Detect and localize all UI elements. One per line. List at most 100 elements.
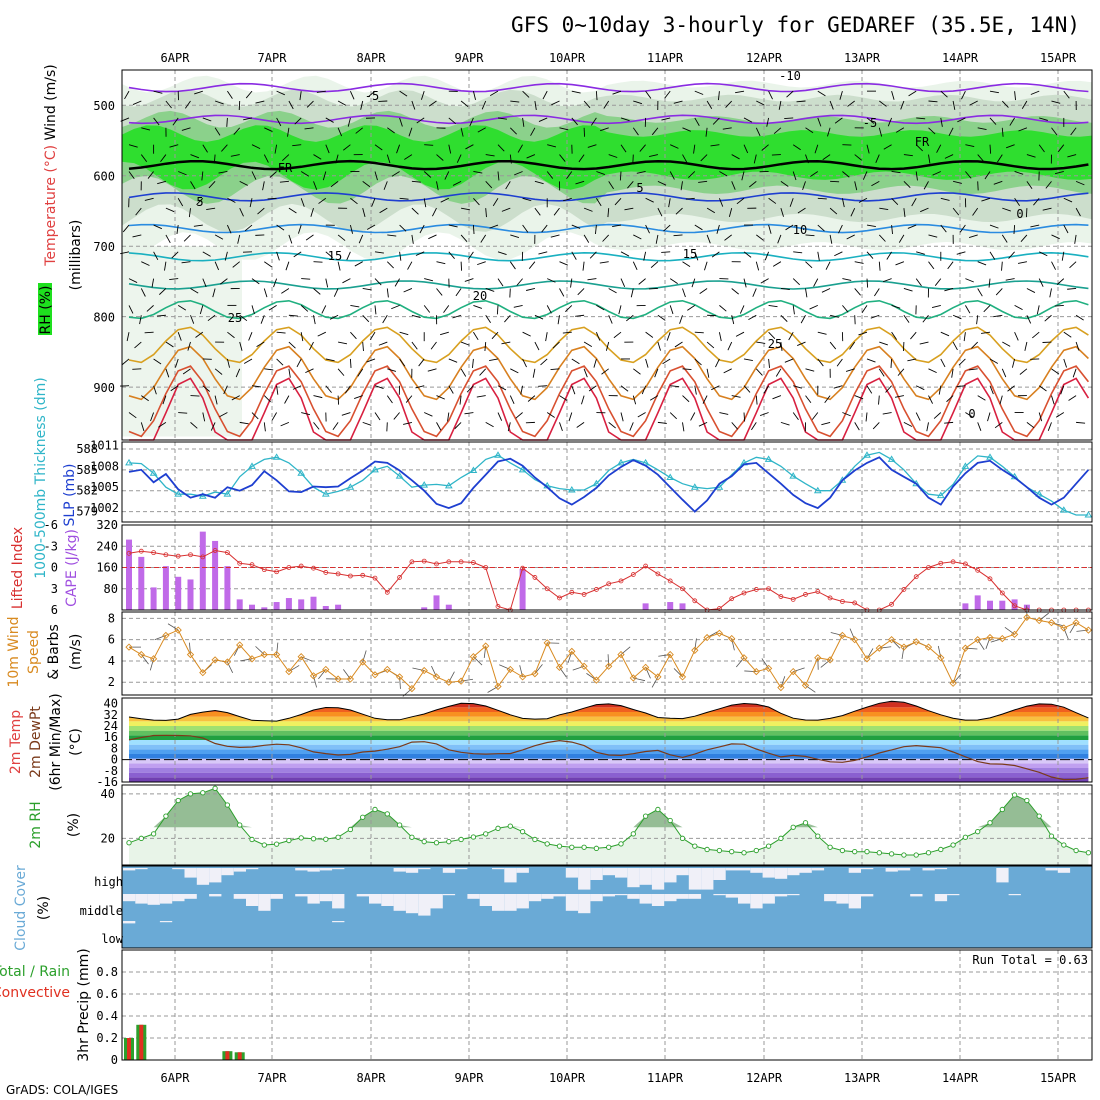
rh-marker: [925, 850, 932, 856]
wind-barb: [638, 278, 646, 285]
cloud-gap: [123, 868, 136, 871]
wind-barb: [476, 395, 486, 398]
wind-barb: [509, 395, 515, 404]
wind-barb: [1075, 180, 1085, 186]
wind-barb: [403, 288, 413, 293]
y-tick-label: 32: [104, 708, 118, 722]
wind-barb: [874, 288, 880, 297]
wind-barb: [461, 207, 471, 211]
wind-barb: [908, 90, 917, 97]
wind-barb: [706, 100, 713, 109]
wind-barb: [915, 171, 918, 181]
wind-barb: [903, 208, 906, 218]
li-marker: [790, 596, 796, 602]
rh-marker: [273, 841, 280, 847]
cloud-gap: [418, 868, 431, 870]
wind-barb: [552, 341, 560, 349]
rh-marker: [827, 844, 833, 850]
wind-marker: [137, 650, 145, 659]
wind-barb: [915, 144, 923, 152]
wind-barb: [989, 385, 994, 395]
wind-barb: [632, 127, 639, 136]
y-tick-label: 800: [93, 311, 115, 325]
wind-barb: [891, 304, 901, 309]
wind-barb: [248, 332, 253, 341]
wind-barb: [608, 422, 616, 429]
wind-barb: [940, 117, 943, 127]
rh-marker: [1011, 792, 1018, 798]
wind-marker: [851, 636, 859, 644]
wind-barb: [497, 171, 500, 181]
wind-barb: [719, 305, 727, 312]
cloud-gap: [861, 868, 874, 870]
axis-label-part: (millibars): [68, 220, 84, 291]
cloud-gap: [565, 894, 579, 911]
wind-barb: [768, 90, 773, 100]
wind-barb: [682, 127, 691, 132]
y-tick-label: -16: [96, 775, 118, 789]
rh-shading: [122, 246, 242, 437]
slp-marker: [444, 481, 453, 489]
contour-label: 25: [228, 311, 242, 325]
wind-barb: [879, 341, 888, 346]
wind-barb: [792, 171, 797, 181]
wind-barb: [263, 395, 271, 403]
precip-convective-bar: [139, 1024, 144, 1060]
rh-marker: [249, 836, 255, 843]
rh-marker: [224, 802, 231, 808]
wind-barb: [842, 278, 852, 281]
cloud-gap: [750, 868, 763, 873]
wind-barb: [349, 90, 355, 100]
li-marker: [458, 559, 464, 565]
wind-barb: [731, 288, 739, 295]
slp-marker: [961, 462, 970, 469]
wind-marker: [777, 683, 785, 692]
wind-barb: [866, 224, 876, 228]
wind-barb: [1014, 331, 1019, 341]
wind-barb: [464, 278, 474, 282]
wind-barb: [436, 288, 443, 296]
wind-barb: [854, 261, 864, 264]
wind-barb: [752, 288, 757, 297]
temp-band: [129, 707, 1089, 712]
wind-barb: [547, 278, 556, 283]
cloud-gap: [762, 868, 775, 878]
wind-barb: [619, 171, 622, 181]
wind-barb: [608, 315, 613, 324]
wind-marker: [223, 658, 232, 666]
wind-barb: [534, 341, 540, 351]
wind-barb: [473, 197, 480, 206]
precip-convective-bar: [127, 1038, 131, 1060]
cloud-gap: [885, 868, 898, 872]
wind-barb: [711, 385, 720, 391]
wind-barb: [797, 207, 806, 214]
li-marker: [261, 567, 267, 573]
rh-marker: [1048, 833, 1055, 839]
wind-barb: [419, 224, 425, 234]
wind-marker: [383, 665, 391, 674]
wind-barb: [632, 395, 637, 405]
cloud-gap: [405, 894, 419, 914]
wind-barb: [337, 234, 346, 241]
axis-label-part: Speed: [26, 630, 42, 674]
contour-label: FR: [915, 135, 930, 149]
wind-barb: [1036, 305, 1040, 315]
date-label-top: 9APR: [455, 51, 485, 65]
wind-barb: [350, 331, 357, 340]
wind-marker: [346, 675, 355, 683]
wind-barb: [214, 100, 224, 105]
wind-barb: [150, 412, 155, 422]
wind-barb: [407, 261, 413, 270]
wind-barb: [694, 331, 704, 334]
wind-marker: [1035, 616, 1043, 625]
wind-barb: [140, 154, 148, 163]
date-label-top: 12APR: [746, 51, 783, 65]
wind-barb: [126, 332, 130, 342]
isotherm: [128, 326, 1089, 364]
rh-marker: [667, 817, 673, 824]
rh-marker: [852, 849, 858, 855]
wind-marker: [531, 670, 539, 678]
rh-marker: [446, 839, 452, 845]
cloud-gap: [516, 868, 529, 873]
